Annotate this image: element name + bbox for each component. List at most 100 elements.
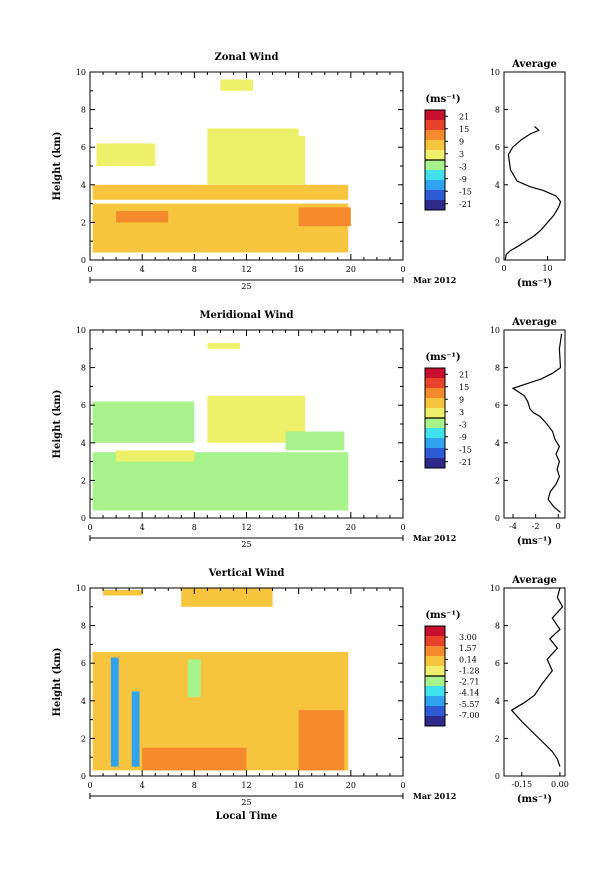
x-tick-label: 8 bbox=[192, 781, 197, 790]
heatmap-panel-1: Meridional Wind 0 2 4 6 8 10 Height (km) 0 4 8 12 16… bbox=[52, 310, 472, 549]
colorbar-swatch bbox=[425, 368, 445, 379]
colorbar-unit-label: (ms⁻¹) bbox=[425, 352, 460, 363]
y-tick-label: 6 bbox=[81, 659, 86, 668]
colorbar-tick-label: -2.71 bbox=[459, 678, 480, 687]
y-tick-label: 0 bbox=[495, 514, 500, 523]
heatmap-panel-0: Zonal Wind 0 2 4 6 8 10 Height (km) 0 4 8 12 16 20 0 25… bbox=[52, 52, 472, 291]
average-profile-panel-1: Average 0 2 4 6 8 10 -4 -2 0 (ms⁻¹) bbox=[490, 317, 566, 547]
y-axis-label: Height (km) bbox=[52, 132, 63, 201]
y-axis-label: Height (km) bbox=[52, 648, 63, 717]
y-tick-label: 8 bbox=[495, 622, 500, 631]
colorbar-tick-label: -5.57 bbox=[459, 700, 480, 709]
y-tick-label: 10 bbox=[490, 68, 500, 77]
heatmap-panel-2: Vertical Wind 0 2 4 6 8 10 Height (km) 0 4 8 12 16 20… bbox=[52, 568, 480, 822]
data-region bbox=[298, 710, 345, 771]
x-tick-label: 0 bbox=[501, 264, 506, 273]
y-tick-label: 4 bbox=[81, 439, 86, 448]
data-region bbox=[285, 431, 345, 451]
colorbar-tick-label: -9 bbox=[459, 175, 467, 184]
colorbar-swatch bbox=[425, 180, 445, 191]
y-tick-label: 4 bbox=[495, 181, 500, 190]
y-tick-label: 8 bbox=[81, 106, 86, 115]
data-region bbox=[207, 135, 306, 185]
x-axis-label: Local Time bbox=[216, 811, 278, 822]
y-tick-label: 0 bbox=[81, 514, 86, 523]
y-tick-label: 2 bbox=[495, 218, 500, 227]
colorbar-swatch bbox=[425, 398, 445, 409]
y-tick-label: 10 bbox=[490, 326, 500, 335]
colorbar-swatch bbox=[425, 110, 445, 121]
x-tick-label: 0 bbox=[556, 522, 561, 531]
colorbar-tick-label: 15 bbox=[459, 125, 469, 134]
y-tick-label: 4 bbox=[495, 439, 500, 448]
colorbar-tick-label: 3.00 bbox=[459, 633, 477, 642]
y-tick-label: 6 bbox=[495, 143, 500, 152]
x-tick-label: 12 bbox=[241, 265, 251, 274]
y-tick-label: 6 bbox=[81, 401, 86, 410]
data-region bbox=[116, 211, 169, 223]
colorbar-tick-label: -7.00 bbox=[459, 711, 480, 720]
colorbar-swatch bbox=[425, 130, 445, 141]
x-tick-label: 16 bbox=[294, 523, 304, 532]
y-tick-label: 4 bbox=[495, 697, 500, 706]
data-region bbox=[116, 450, 195, 462]
y-tick-label: 0 bbox=[495, 772, 500, 781]
average-profile-line bbox=[510, 587, 564, 767]
colorbar-tick-label: -15 bbox=[459, 445, 472, 454]
colorbar-swatch bbox=[425, 686, 445, 697]
colorbar-swatch bbox=[425, 378, 445, 389]
colorbar-swatch bbox=[425, 388, 445, 399]
y-tick-label: 0 bbox=[495, 256, 500, 265]
average-frame bbox=[503, 329, 566, 519]
y-tick-label: 8 bbox=[81, 364, 86, 373]
y-tick-label: 4 bbox=[81, 697, 86, 706]
data-region bbox=[131, 691, 140, 767]
x-tick-label: -4 bbox=[509, 522, 517, 531]
data-region bbox=[92, 452, 349, 511]
colorbar-tick-label: -9 bbox=[459, 433, 467, 442]
y-tick-label: 2 bbox=[81, 734, 86, 743]
average-profile-panel-0: Average 0 2 4 6 8 10 0 10 (ms⁻¹) bbox=[490, 59, 566, 289]
chart-title: Zonal Wind bbox=[214, 52, 278, 63]
x-tick-label: 20 bbox=[346, 781, 356, 790]
x-axis-label: (ms⁻¹) bbox=[517, 278, 552, 289]
x-tick-label: 12 bbox=[241, 523, 251, 532]
colorbar-tick-label: 9 bbox=[459, 395, 464, 404]
colorbar-swatch bbox=[425, 120, 445, 131]
y-tick-label: 6 bbox=[81, 143, 86, 152]
y-tick-label: 0 bbox=[81, 772, 86, 781]
colorbar-swatch bbox=[425, 676, 445, 687]
average-profile-panel-2: Average 0 2 4 6 8 10 -0.15 0.00 (ms⁻¹) bbox=[490, 575, 569, 805]
colorbar-swatch bbox=[425, 706, 445, 717]
x-tick-label: 16 bbox=[294, 781, 304, 790]
x-tick-label: 0 bbox=[400, 523, 405, 532]
colorbar-tick-label: 1.57 bbox=[459, 644, 477, 653]
y-tick-label: 6 bbox=[495, 401, 500, 410]
data-region bbox=[92, 184, 349, 200]
colorbar-tick-label: 3 bbox=[459, 150, 464, 159]
y-tick-label: 8 bbox=[81, 622, 86, 631]
data-region bbox=[207, 343, 240, 349]
x-tick-label: 20 bbox=[346, 265, 356, 274]
date-day-label: 25 bbox=[241, 798, 251, 807]
colorbar-unit-label: (ms⁻¹) bbox=[425, 610, 460, 621]
colorbar-tick-label: 9 bbox=[459, 137, 464, 146]
average-title: Average bbox=[511, 575, 557, 586]
x-tick-label: 16 bbox=[294, 265, 304, 274]
y-tick-label: 4 bbox=[81, 181, 86, 190]
data-region bbox=[220, 79, 254, 91]
y-tick-label: 6 bbox=[495, 659, 500, 668]
date-month-label: Mar 2012 bbox=[413, 533, 456, 543]
date-month-label: Mar 2012 bbox=[413, 275, 456, 285]
x-tick-label: 20 bbox=[346, 523, 356, 532]
x-tick-label: 4 bbox=[140, 781, 145, 790]
average-profile-line bbox=[504, 126, 562, 261]
date-day-label: 25 bbox=[241, 540, 251, 549]
colorbar-swatch bbox=[425, 626, 445, 637]
y-tick-label: 10 bbox=[76, 68, 86, 77]
y-tick-label: 2 bbox=[81, 476, 86, 485]
average-frame bbox=[503, 71, 566, 261]
colorbar-tick-label: -3 bbox=[459, 162, 467, 171]
colorbar-tick-label: -1.28 bbox=[459, 666, 480, 675]
average-title: Average bbox=[511, 317, 557, 328]
